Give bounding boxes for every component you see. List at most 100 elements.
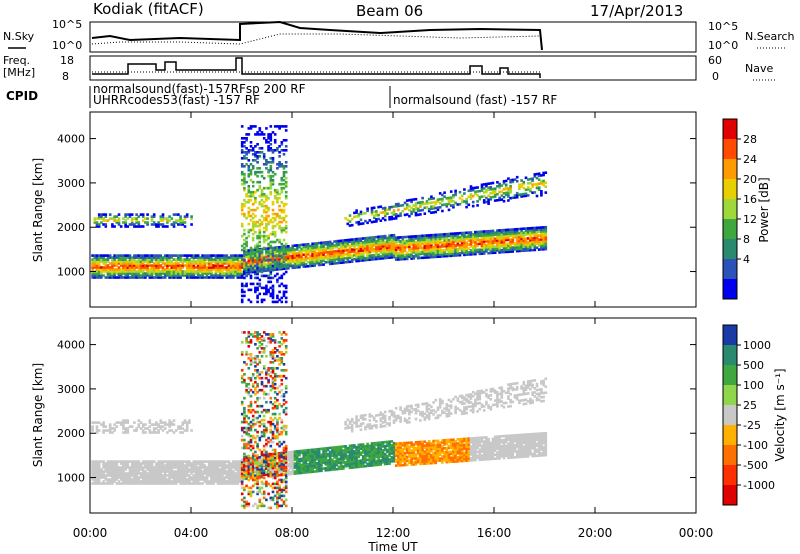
- power-cell: [124, 268, 127, 271]
- power-cell: [368, 250, 372, 253]
- power-cell: [135, 270, 138, 273]
- power-cell: [214, 258, 218, 261]
- power-cell: [394, 215, 398, 218]
- power-cell: [480, 183, 484, 187]
- power-cell: [383, 206, 387, 210]
- power-cell: [520, 235, 523, 239]
- velocity-cell: [144, 474, 147, 477]
- velocity-cell: [240, 492, 244, 496]
- power-cell: [326, 260, 330, 264]
- power-cell: [333, 258, 336, 261]
- power-cell: [254, 170, 257, 174]
- power-cell: [205, 270, 209, 273]
- velocity-cell: [108, 482, 112, 485]
- power-cell: [207, 264, 211, 267]
- velocity-cell: [135, 482, 138, 485]
- velocity-cell: [247, 440, 251, 444]
- power-cell: [117, 217, 121, 220]
- nsearch-label: N.Search: [745, 30, 795, 43]
- power-cell: [537, 182, 541, 185]
- power-cell: [324, 249, 328, 252]
- power-cell: [430, 253, 433, 257]
- power-cell: [196, 268, 200, 271]
- velocity-cell: [245, 426, 248, 430]
- power-cell: [513, 178, 517, 181]
- power-cell: [540, 238, 543, 241]
- power-cell: [390, 256, 394, 259]
- power-cell: [361, 259, 365, 262]
- power-cell: [238, 262, 242, 265]
- velocity-cell: [124, 421, 127, 424]
- power-cell: [379, 255, 383, 258]
- power-cell: [240, 290, 244, 294]
- power-cell: [401, 204, 405, 207]
- power-cell: [104, 215, 108, 218]
- power-cell: [234, 254, 237, 257]
- nsky-tick-bottom: 10^0: [52, 39, 82, 52]
- power-cell: [493, 245, 497, 248]
- power-cell: [251, 202, 255, 206]
- power-cell: [434, 206, 438, 210]
- power-cell: [403, 255, 407, 259]
- velocity-cell: [181, 466, 185, 469]
- power-cell: [423, 238, 427, 241]
- power-cell: [370, 212, 374, 216]
- power-cell: [205, 276, 209, 279]
- power-cell: [148, 254, 152, 257]
- velocity-cell: [106, 468, 110, 471]
- power-cell: [166, 266, 169, 269]
- power-cell: [243, 238, 246, 242]
- power-cell: [124, 225, 127, 228]
- velocity-cell: [216, 460, 220, 463]
- power-cell: [361, 237, 365, 240]
- power-cell: [480, 189, 484, 192]
- power-cell: [320, 247, 323, 251]
- velocity-cell: [194, 462, 198, 465]
- velocity-cell: [188, 419, 191, 422]
- power-cell: [390, 252, 394, 255]
- power-cell: [97, 272, 101, 275]
- power-cell: [139, 256, 143, 259]
- power-cell: [504, 230, 508, 234]
- power-cell: [163, 225, 167, 228]
- velocity-cell: [139, 462, 143, 465]
- power-cell: [423, 212, 427, 215]
- power-cell: [317, 261, 321, 265]
- velocity-cell: [113, 468, 116, 471]
- velocity-cell: [249, 468, 253, 472]
- velocity-cell: [265, 355, 268, 358]
- velocity-cell: [108, 423, 112, 426]
- power-cell: [342, 257, 345, 260]
- velocity-cell: [183, 478, 187, 481]
- velocity-cell: [141, 470, 145, 473]
- power-cell: [245, 163, 248, 166]
- velocity-cell: [243, 412, 246, 416]
- power-cell: [126, 270, 130, 273]
- velocity-cell: [262, 466, 266, 470]
- power-cell: [357, 241, 361, 245]
- power-cell: [210, 264, 213, 267]
- power-cell: [163, 274, 167, 277]
- power-cell: [262, 186, 266, 190]
- power-cell: [216, 268, 220, 271]
- velocity-cell: [260, 463, 264, 467]
- power-cell: [106, 258, 110, 261]
- power-cell: [350, 260, 354, 263]
- velocity-cell: [245, 473, 248, 476]
- velocity-cell: [188, 462, 191, 465]
- velocity-cell: [225, 480, 229, 483]
- velocity-cell: [126, 427, 130, 430]
- power-cell: [108, 213, 112, 216]
- power-cell: [141, 264, 145, 267]
- power-cell: [95, 221, 99, 224]
- velocity-cell: [152, 460, 156, 463]
- power-cell: [141, 254, 145, 257]
- velocity-cell: [256, 442, 259, 446]
- power-cell: [540, 174, 543, 177]
- velocity-cell: [218, 478, 222, 481]
- power-cell: [104, 258, 108, 261]
- velocity-cell: [258, 438, 262, 442]
- power-cell: [249, 208, 253, 212]
- power-cell: [412, 198, 416, 201]
- power-cell: [540, 226, 543, 229]
